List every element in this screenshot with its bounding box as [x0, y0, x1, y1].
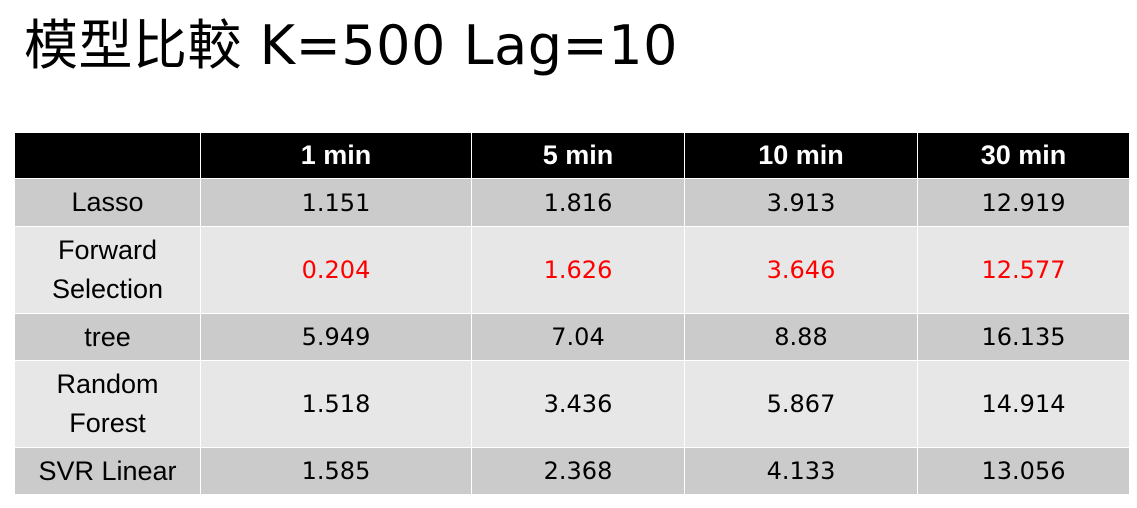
column-header-30-min: 30 min — [917, 132, 1130, 179]
table-cell: 16.135 — [917, 313, 1130, 361]
table-cell: 3.436 — [471, 360, 685, 448]
model-comparison-table: 1 min 5 min 10 min 30 min Lasso 1.151 1.… — [14, 132, 1130, 495]
table-cell: 5.949 — [200, 313, 472, 361]
table-row-random-forest: Random Forest 1.518 3.436 5.867 14.914 — [14, 360, 1130, 448]
row-label-forward-selection: Forward Selection — [14, 226, 201, 314]
header-corner-cell — [14, 132, 201, 179]
table-cell: 2.368 — [471, 447, 685, 495]
table-cell: 1.151 — [200, 178, 472, 227]
table-cell: 4.133 — [684, 447, 918, 495]
table-cell: 7.04 — [471, 313, 685, 361]
row-label-line: Forward — [57, 235, 158, 265]
row-label-lasso: Lasso — [14, 178, 201, 227]
table-row-tree: tree 5.949 7.04 8.88 16.135 — [14, 313, 1130, 361]
row-label-tree: tree — [14, 313, 201, 361]
table-cell-highlighted: 3.646 — [684, 226, 918, 314]
column-header-10-min: 10 min — [684, 132, 918, 179]
table-cell: 8.88 — [684, 313, 918, 361]
row-label-line: Lasso — [71, 187, 144, 217]
table-cell-highlighted: 12.577 — [917, 226, 1130, 314]
table-cell: 12.919 — [917, 178, 1130, 227]
row-label-line: Selection — [51, 274, 164, 304]
table-row-lasso: Lasso 1.151 1.816 3.913 12.919 — [14, 178, 1130, 227]
table-cell: 13.056 — [917, 447, 1130, 495]
table-cell: 5.867 — [684, 360, 918, 448]
row-label-random-forest: Random Forest — [14, 360, 201, 448]
row-label-line: Random — [56, 369, 159, 399]
slide-title: 模型比較 K=500 Lag=10 — [24, 14, 678, 77]
table-cell-highlighted: 1.626 — [471, 226, 685, 314]
table-cell: 3.913 — [684, 178, 918, 227]
table-row-forward-selection: Forward Selection 0.204 1.626 3.646 12.5… — [14, 226, 1130, 314]
row-label-svr-linear: SVR Linear — [14, 447, 201, 495]
table-header-row: 1 min 5 min 10 min 30 min — [14, 132, 1130, 179]
table-cell-highlighted: 0.204 — [200, 226, 472, 314]
table-cell: 14.914 — [917, 360, 1130, 448]
row-label-line: SVR Linear — [38, 455, 177, 486]
table-cell: 1.816 — [471, 178, 685, 227]
table-cell: 1.518 — [200, 360, 472, 448]
column-header-1-min: 1 min — [200, 132, 472, 179]
row-label-line: tree — [84, 321, 131, 352]
row-label-line: Forest — [69, 408, 146, 438]
table-cell: 1.585 — [200, 447, 472, 495]
table-row-svr-linear: SVR Linear 1.585 2.368 4.133 13.056 — [14, 447, 1130, 495]
column-header-5-min: 5 min — [471, 132, 685, 179]
